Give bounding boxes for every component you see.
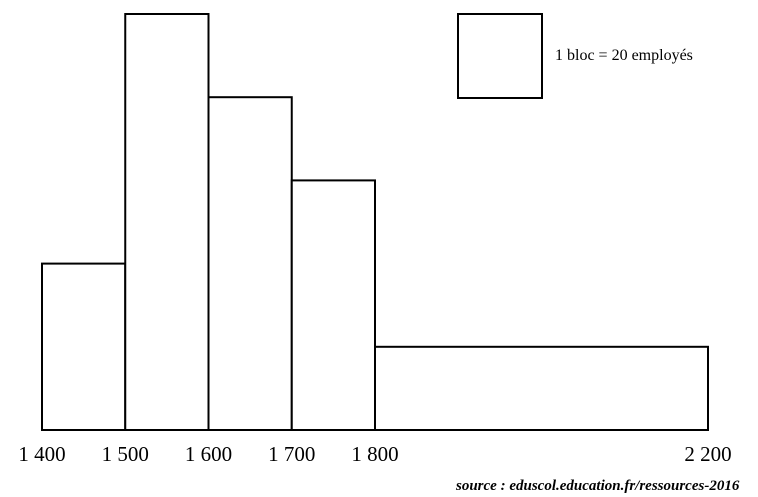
x-tick-label-1400: 1 400 [18,442,65,466]
x-tick-label-1500: 1 500 [102,442,149,466]
x-axis-tick-labels: 1 400 1 500 1 600 1 700 1 800 2 200 [18,442,731,466]
x-tick-label-1800: 1 800 [351,442,398,466]
legend-block-swatch [458,14,542,98]
legend: 1 bloc = 20 employés [458,14,693,98]
histogram-bar-1500-1600 [125,14,208,430]
x-tick-label-1600: 1 600 [185,442,232,466]
x-tick-label-1700: 1 700 [268,442,315,466]
legend-label: 1 bloc = 20 employés [555,47,693,64]
histogram-bar-1600-1700 [209,97,292,430]
x-tick-label-2200: 2 200 [684,442,731,466]
histogram-bar-1700-1800 [292,180,375,430]
histogram-bar-1400-1500 [42,264,125,430]
histogram-bar-1800-2200 [375,347,708,430]
source-citation: source : eduscol.education.fr/ressources… [455,478,740,494]
histogram-bars [42,14,708,430]
